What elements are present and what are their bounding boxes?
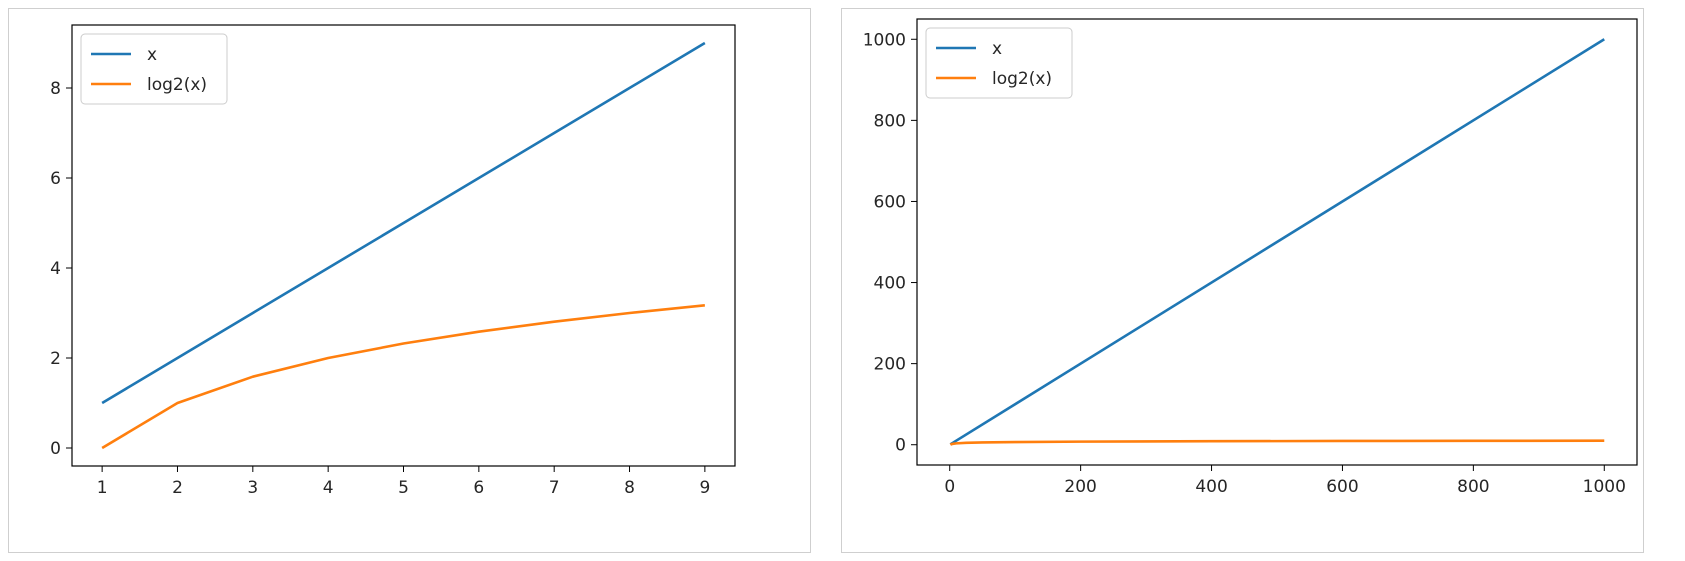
left-y-tick-label-3: 6 (50, 169, 61, 189)
left-x-tick-label-4: 5 (398, 478, 409, 498)
left-legend-box (80, 33, 228, 105)
left-x-tick-label-5: 6 (473, 478, 484, 498)
right-x-tick-label-0: 0 (944, 477, 955, 497)
left-legend: x log2(x) (80, 33, 228, 105)
chart-left: 1 2 3 4 5 6 7 8 9 0 2 4 6 8 x log2(x) (8, 8, 811, 553)
right-y-tick-label-4: 800 (874, 111, 906, 131)
right-x-tick-label-5: 1000 (1583, 477, 1626, 497)
left-x-tick-label-2: 3 (247, 478, 258, 498)
right-legend-label-0: x (992, 39, 1002, 59)
right-x-tick-label-4: 800 (1457, 477, 1489, 497)
right-y-tick-label-0: 0 (895, 436, 906, 456)
right-axes-frame (916, 18, 1638, 466)
left-series-line-1 (101, 304, 705, 450)
chart-right: 0 200 400 600 800 1000 0 200 400 600 800 1000 x log2(… (841, 8, 1644, 553)
right-y-tick-label-3: 600 (874, 192, 906, 212)
right-y-tick-label-2: 400 (874, 274, 906, 294)
right-series-line-0 (949, 38, 1605, 446)
left-x-tick-label-7: 8 (624, 478, 635, 498)
left-x-tick-label-0: 1 (97, 478, 108, 498)
right-y-tick-label-1: 200 (874, 355, 906, 375)
left-x-tick-label-6: 7 (549, 478, 560, 498)
left-legend-label-0: x (147, 45, 157, 65)
left-x-tick-label-1: 2 (172, 478, 183, 498)
chart-left-svg: 1 2 3 4 5 6 7 8 9 0 2 4 6 8 x log2(x) (50, 24, 736, 498)
right-x-tick-label-2: 400 (1195, 477, 1227, 497)
left-series-line-0 (101, 41, 706, 405)
right-x-tick-label-1: 200 (1064, 477, 1096, 497)
left-y-tick-label-2: 4 (50, 259, 61, 279)
right-series-line-1 (949, 439, 1605, 446)
right-y-tick-label-5: 1000 (863, 30, 906, 50)
left-y-tick-label-4: 8 (50, 79, 61, 99)
right-legend-box (925, 27, 1073, 99)
left-x-tick-label-3: 4 (323, 478, 334, 498)
left-x-tick-label-8: 9 (699, 478, 710, 498)
left-y-tick-label-1: 2 (50, 349, 61, 369)
right-x-tick-label-3: 600 (1326, 477, 1358, 497)
left-y-tick-label-0: 0 (50, 439, 61, 459)
chart-right-svg: 0 200 400 600 800 1000 0 200 400 600 800 1000 x log2(… (863, 18, 1638, 497)
right-legend: x log2(x) (925, 27, 1073, 99)
right-legend-label-1: log2(x) (992, 69, 1052, 89)
left-legend-label-1: log2(x) (147, 75, 207, 95)
